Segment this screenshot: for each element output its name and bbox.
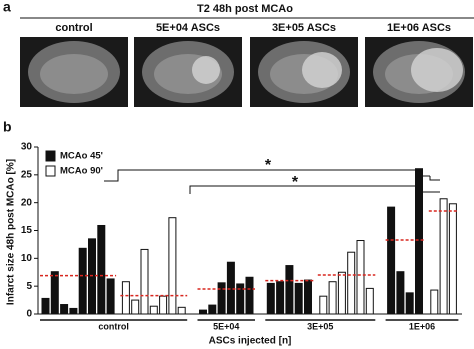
column-label: control xyxy=(55,22,92,34)
y-tick-label: 5 xyxy=(26,281,32,292)
y-tick-label: 10 xyxy=(21,253,33,264)
bar xyxy=(396,271,405,315)
bar xyxy=(430,289,439,315)
bar xyxy=(131,299,140,315)
legend-label: MCAo 90' xyxy=(60,166,103,177)
bar xyxy=(319,295,328,315)
bar xyxy=(121,281,130,315)
bar xyxy=(97,224,106,315)
bar xyxy=(159,295,168,315)
bar xyxy=(245,276,254,315)
column-label: 3E+05 ASCs xyxy=(272,22,336,34)
lesion xyxy=(192,56,220,84)
y-tick-label: 20 xyxy=(21,197,33,208)
bar xyxy=(50,271,59,315)
brain-inner xyxy=(40,54,108,94)
bar xyxy=(365,287,374,315)
legend-swatch xyxy=(45,165,56,177)
bar xyxy=(217,282,226,315)
panel-label: b xyxy=(3,119,12,135)
bar xyxy=(226,261,235,315)
bar xyxy=(439,198,448,315)
image-row: control 5E+04 ASCs 3E+05 ASCs 1E+06 ASCs xyxy=(20,22,473,107)
bar xyxy=(199,309,207,315)
x-tick-label: 5E+04 xyxy=(213,321,239,331)
bar xyxy=(168,217,177,315)
y-tick-label: 30 xyxy=(21,142,33,153)
bar xyxy=(266,282,275,315)
image-title: T2 48h post MCAo xyxy=(197,3,293,15)
bar xyxy=(328,281,337,315)
x-axis-title: ASCs injected [n] xyxy=(209,336,292,347)
bar xyxy=(106,278,115,315)
bar xyxy=(294,282,303,315)
bar xyxy=(337,271,346,315)
column-label: 5E+04 ASCs xyxy=(156,22,220,34)
bar xyxy=(236,283,245,315)
bar xyxy=(304,279,312,315)
bar xyxy=(405,292,414,315)
x-tick-label: 3E+05 xyxy=(307,321,333,331)
significance: * xyxy=(265,157,272,174)
lesion xyxy=(302,52,342,88)
bar xyxy=(285,265,294,315)
y-tick-label: 25 xyxy=(21,169,33,180)
bar xyxy=(149,305,158,315)
panel-label: a xyxy=(3,0,11,15)
y-tick-label: 15 xyxy=(21,225,33,236)
column-label: 1E+06 ASCs xyxy=(387,22,451,34)
bar xyxy=(88,238,96,315)
y-tick-label: 0 xyxy=(26,309,32,320)
sig-bracket xyxy=(189,185,440,194)
bar xyxy=(387,206,396,315)
bar xyxy=(69,307,78,315)
legend-swatch xyxy=(45,150,56,162)
bar xyxy=(276,281,285,315)
legend-label: MCAo 45' xyxy=(60,151,103,162)
y-axis-title: Infarct size 48h post MCAo [%] xyxy=(6,159,17,305)
bar xyxy=(78,247,87,315)
bar xyxy=(448,203,457,315)
bar xyxy=(208,304,217,315)
significance: * xyxy=(292,174,299,191)
bar xyxy=(347,251,356,315)
x-tick-label: control xyxy=(98,321,129,331)
sig-bracket xyxy=(429,176,440,181)
bar xyxy=(140,248,149,315)
bar xyxy=(415,168,423,315)
x-tick-label: 1E+06 xyxy=(409,321,435,331)
bar xyxy=(356,240,365,315)
bar xyxy=(177,306,186,315)
bar xyxy=(41,297,50,315)
bar xyxy=(60,304,69,315)
lesion xyxy=(411,48,463,92)
